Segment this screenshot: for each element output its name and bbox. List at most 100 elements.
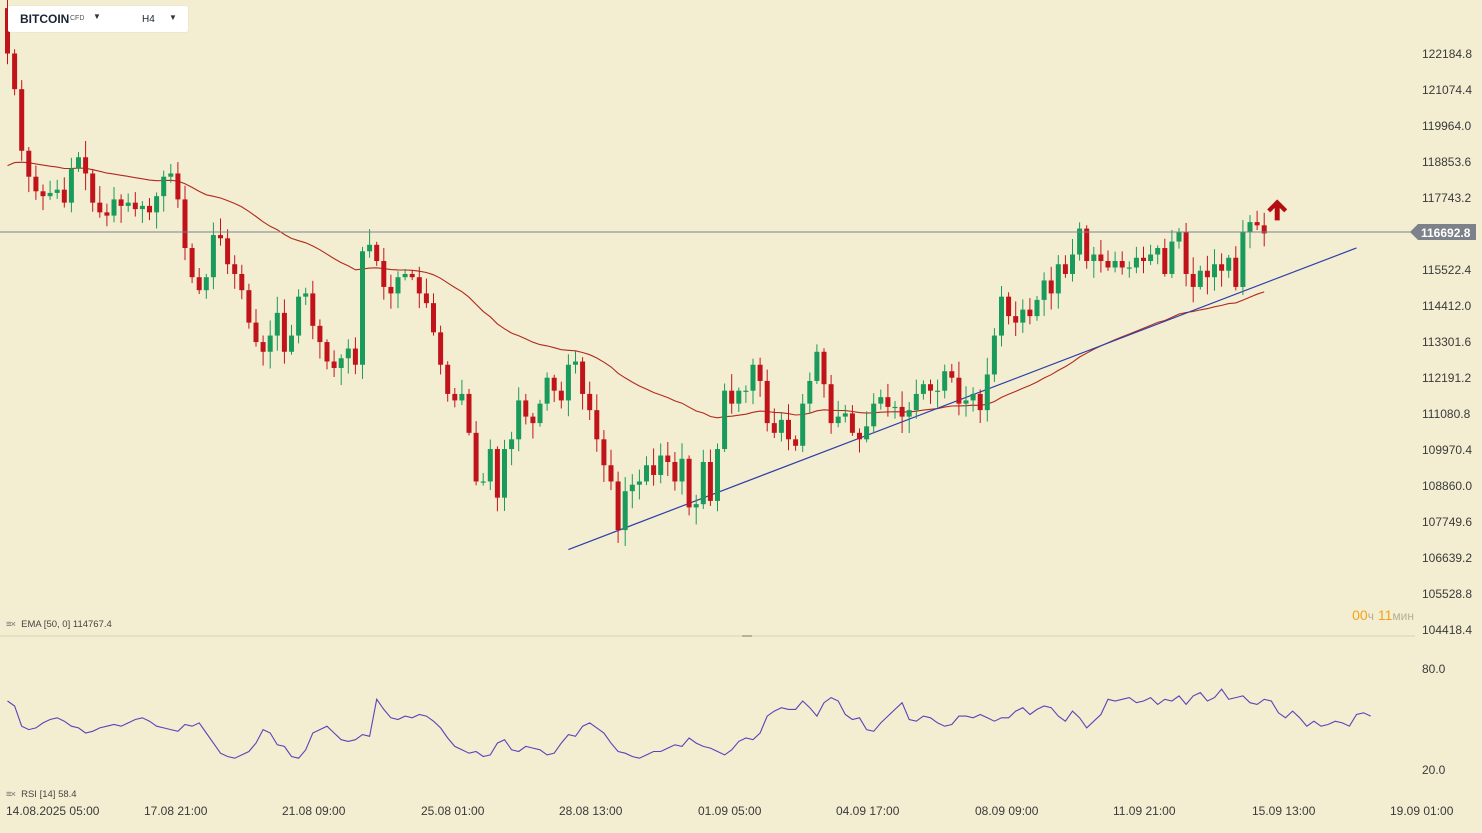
candle bbox=[1126, 261, 1132, 278]
candle bbox=[381, 248, 387, 300]
close-icon[interactable]: × bbox=[10, 619, 16, 630]
candle-body bbox=[807, 380, 813, 404]
candle-body bbox=[125, 202, 131, 206]
candle-body bbox=[885, 397, 891, 407]
candle-body bbox=[935, 390, 941, 392]
candle bbox=[33, 165, 39, 200]
candle bbox=[1062, 255, 1068, 278]
dropdown-arrow-icon[interactable]: ▼ bbox=[93, 12, 101, 21]
candle-body bbox=[289, 335, 294, 352]
time-axis: 14.08.2025 05:00 17.08 21:00 21.08 09:00 25… bbox=[6, 804, 1454, 818]
dropdown-arrow-icon[interactable]: ▼ bbox=[169, 13, 177, 22]
candle bbox=[651, 448, 657, 486]
candle bbox=[1204, 255, 1210, 295]
candle bbox=[1034, 296, 1040, 321]
candle-body bbox=[83, 157, 89, 174]
candle-body bbox=[402, 273, 408, 278]
candle-body bbox=[367, 244, 373, 252]
timeframe-selector[interactable]: H4 bbox=[142, 14, 155, 25]
candle-body bbox=[551, 377, 557, 391]
rsi-level-label: 80.0 bbox=[1422, 662, 1446, 676]
candle-body bbox=[445, 364, 451, 394]
candle bbox=[686, 455, 692, 516]
candle bbox=[466, 388, 472, 436]
candle bbox=[587, 381, 593, 421]
candle bbox=[693, 494, 699, 525]
candle bbox=[1155, 245, 1161, 265]
candle-body bbox=[842, 413, 848, 417]
indicator-settings-icon[interactable]: ≡ bbox=[6, 619, 11, 630]
symbol-name[interactable]: BITCOIN bbox=[20, 12, 70, 26]
candle bbox=[608, 449, 614, 491]
candle-body bbox=[189, 248, 195, 278]
time-tick-label: 14.08.2025 05:00 bbox=[6, 804, 100, 818]
rsi-line bbox=[7, 688, 1371, 759]
candle-body bbox=[324, 342, 330, 362]
candle-body bbox=[154, 196, 160, 213]
close-icon[interactable]: × bbox=[10, 789, 16, 800]
rsi-indicator-label[interactable]: ≡× RSI [14] 58.4 bbox=[6, 789, 77, 800]
candle-body bbox=[565, 364, 571, 401]
candle-body bbox=[182, 199, 188, 249]
candle bbox=[1055, 255, 1061, 309]
candle-body bbox=[111, 199, 117, 216]
candle bbox=[928, 379, 933, 404]
candle-body bbox=[97, 202, 103, 213]
candle bbox=[551, 374, 557, 403]
candle-body bbox=[388, 286, 394, 294]
price-tick-label: 109970.4 bbox=[1422, 443, 1472, 457]
candle bbox=[1141, 246, 1146, 274]
candle-body bbox=[381, 261, 387, 287]
candle bbox=[189, 243, 195, 284]
candle bbox=[388, 274, 394, 309]
candle-body bbox=[54, 189, 60, 193]
candle-body bbox=[1105, 261, 1111, 268]
candle-body bbox=[459, 393, 465, 401]
candle-body bbox=[331, 361, 337, 368]
candle-body bbox=[47, 192, 53, 197]
candle bbox=[459, 379, 465, 405]
candle-body bbox=[1162, 248, 1168, 274]
candle bbox=[821, 348, 827, 398]
candle bbox=[814, 344, 820, 384]
candle-body bbox=[246, 290, 252, 323]
candle bbox=[516, 387, 522, 452]
candle bbox=[210, 222, 216, 290]
candle bbox=[289, 324, 294, 355]
candle-body bbox=[594, 410, 600, 440]
up-arrow-signal-icon bbox=[1267, 199, 1288, 221]
candle bbox=[558, 381, 564, 409]
candle-body bbox=[1112, 261, 1118, 268]
indicator-settings-icon[interactable]: ≡ bbox=[6, 789, 11, 800]
candle bbox=[636, 469, 642, 500]
candle bbox=[963, 386, 969, 417]
candle-body bbox=[494, 449, 500, 498]
symbol-selector[interactable]: BITCOIN CFD ▼ H4 ▼ bbox=[8, 6, 188, 32]
candle-body bbox=[480, 481, 486, 483]
candle-body bbox=[871, 403, 877, 427]
candle-body bbox=[466, 393, 472, 433]
candle-body bbox=[743, 390, 749, 392]
candle bbox=[672, 452, 678, 491]
candle-body bbox=[68, 168, 74, 203]
candle bbox=[317, 319, 323, 359]
price-tick-label: 108860.0 bbox=[1422, 479, 1472, 493]
candle bbox=[722, 383, 728, 452]
candle-body bbox=[771, 423, 777, 433]
candle-body bbox=[835, 416, 841, 424]
candle-body bbox=[132, 202, 138, 210]
candle bbox=[1197, 265, 1203, 290]
candle-body bbox=[956, 377, 962, 404]
candle-body bbox=[61, 189, 67, 203]
candle-body bbox=[1062, 264, 1068, 274]
price-tick-label: 115522.4 bbox=[1422, 263, 1471, 277]
candle bbox=[438, 325, 444, 375]
ema-indicator-label[interactable]: ≡× EMA [50, 0] 114767.4 bbox=[6, 619, 112, 630]
candle bbox=[1254, 210, 1260, 231]
candle bbox=[1190, 257, 1196, 303]
candle-body bbox=[274, 312, 280, 336]
candle-body bbox=[849, 413, 855, 433]
candle bbox=[452, 387, 458, 408]
